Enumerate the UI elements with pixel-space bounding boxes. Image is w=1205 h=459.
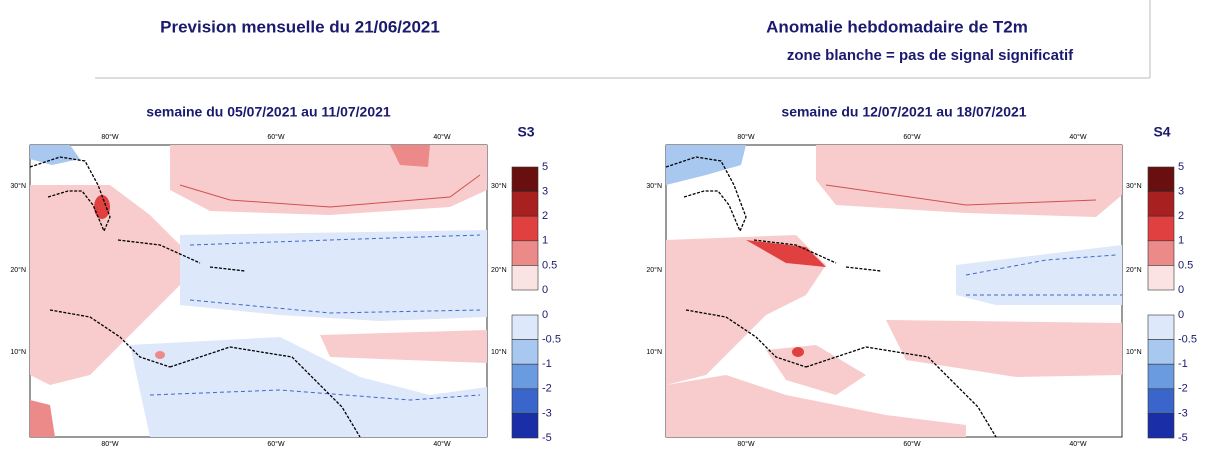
colorbar-box	[1147, 339, 1175, 365]
colorbar-box	[511, 265, 539, 291]
colorbar-label: -2	[1178, 383, 1188, 395]
colorbar-box	[511, 339, 539, 365]
colorbar-label: 1	[542, 235, 548, 247]
lon-label: 40°W	[433, 440, 451, 448]
lon-label: 60°W	[267, 133, 285, 141]
lon-label: 60°W	[267, 440, 285, 448]
colorbar-label: -1	[1178, 358, 1188, 370]
lat-label: 20°N	[1126, 266, 1142, 274]
map	[665, 144, 1123, 438]
lat-label: 20°N	[10, 266, 26, 274]
colorbar-box	[511, 363, 539, 390]
colorbar-label: 2	[542, 210, 548, 222]
map	[29, 144, 488, 438]
colorbar-box	[511, 240, 539, 266]
colorbar-box	[1147, 388, 1175, 414]
colorbar-label: 0	[542, 284, 548, 296]
lon-label: 80°W	[101, 133, 119, 141]
colorbar-label: -5	[542, 432, 552, 444]
panel-title: semaine du 12/07/2021 au 18/07/2021	[781, 104, 1026, 120]
colorbar-box	[511, 166, 539, 192]
lon-label: 80°W	[737, 133, 755, 141]
panel-title: semaine du 05/07/2021 au 11/07/2021	[146, 104, 391, 120]
colorbar-label: 1	[1178, 235, 1184, 247]
colorbar-label: -2	[542, 383, 552, 395]
colorbar-label: -1	[542, 358, 552, 370]
colorbar-label: 0	[1178, 309, 1184, 321]
colorbar-box	[511, 388, 539, 414]
colorbar-box	[511, 413, 539, 439]
colorbar-box	[511, 215, 539, 242]
colorbar-label: 0	[542, 309, 548, 321]
lat-label: 10°N	[10, 348, 26, 356]
colorbar-box	[511, 314, 539, 340]
lat-label: 10°N	[646, 348, 662, 356]
colorbar-label: -5	[1178, 432, 1188, 444]
colorbar-box	[1147, 240, 1175, 266]
lon-label: 60°W	[903, 133, 921, 141]
colorbar-label: 3	[542, 186, 548, 198]
colorbar-label: 3	[1178, 186, 1184, 198]
header-note: zone blanche = pas de signal significati…	[787, 47, 1074, 64]
colorbar-label: -0.5	[1178, 334, 1197, 346]
colorbar-label: -0.5	[542, 334, 561, 346]
lat-label: 20°N	[646, 266, 662, 274]
colorbar-box	[511, 191, 539, 217]
colorbar-box	[1147, 166, 1175, 192]
header-title: Prevision mensuelle du 21/06/2021	[160, 17, 440, 36]
colorbar-box	[1147, 215, 1175, 242]
lat-label: 30°N	[1126, 182, 1142, 190]
colorbar-label: 2	[1178, 210, 1184, 222]
lon-label: 80°W	[101, 440, 119, 448]
lat-label: 20°N	[491, 266, 507, 274]
lat-label: 30°N	[491, 182, 507, 190]
colorbar-box	[1147, 413, 1175, 439]
lon-label: 40°W	[1069, 440, 1087, 448]
colorbar-box	[1147, 314, 1175, 340]
colorbar-label: 0.5	[1178, 259, 1193, 271]
colorbar-label: -3	[542, 407, 552, 419]
colorbar-label: 0	[1178, 284, 1184, 296]
lon-label: 80°W	[737, 440, 755, 448]
colorbar-box	[1147, 191, 1175, 217]
colorbar-box	[1147, 363, 1175, 390]
panel-label: S3	[517, 124, 534, 140]
colorbar-label: 5	[542, 161, 548, 173]
header-subtitle: Anomalie hebdomadaire de T2m	[766, 17, 1028, 36]
lon-label: 40°W	[433, 133, 451, 141]
lat-label: 10°N	[491, 348, 507, 356]
panel-label: S4	[1153, 124, 1170, 140]
lat-label: 30°N	[10, 182, 26, 190]
colorbar-box	[1147, 265, 1175, 291]
lon-label: 60°W	[903, 440, 921, 448]
colorbar-label: 5	[1178, 161, 1184, 173]
lon-label: 40°W	[1069, 133, 1087, 141]
colorbar-label: 0.5	[542, 259, 557, 271]
lat-label: 30°N	[646, 182, 662, 190]
colorbar-label: -3	[1178, 407, 1188, 419]
lat-label: 10°N	[1126, 348, 1142, 356]
